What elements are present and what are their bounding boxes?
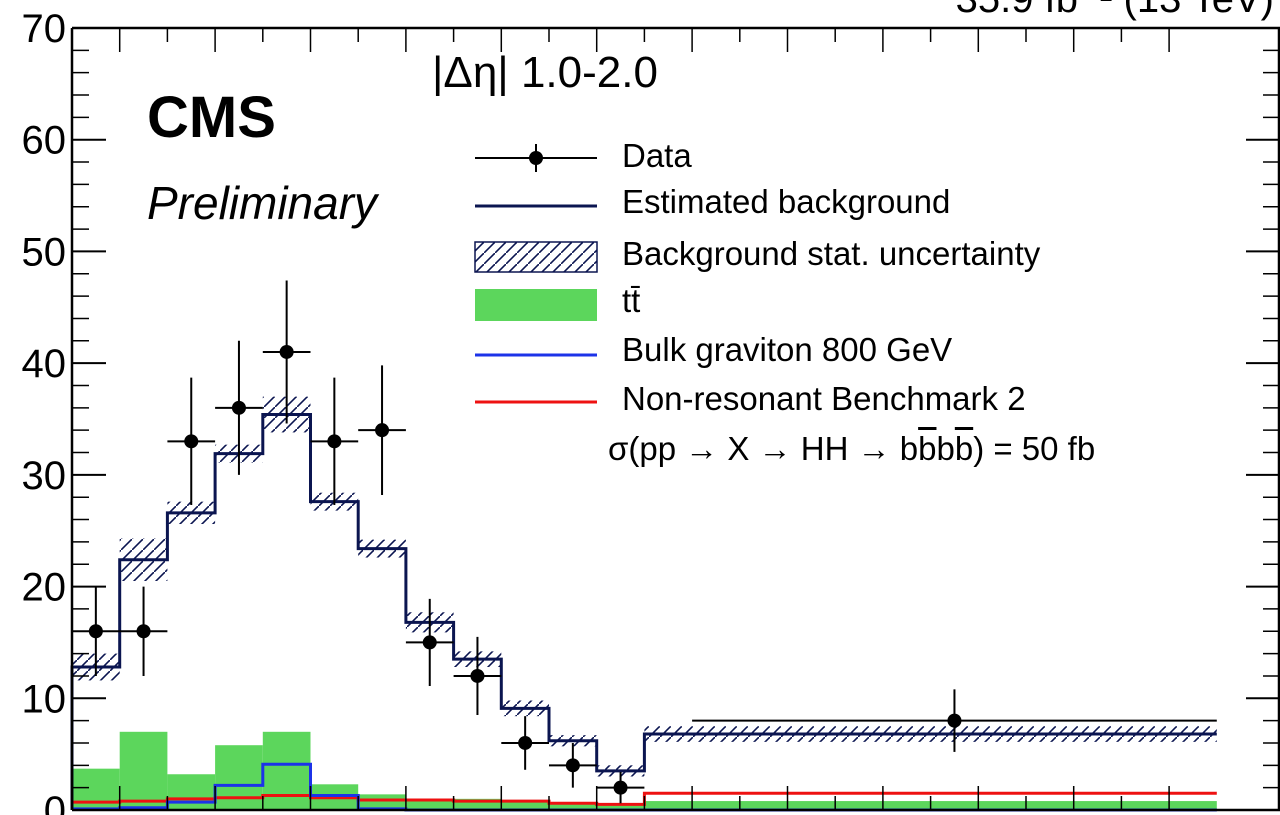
y-tick-label: 0 [44, 789, 66, 815]
data-point [279, 344, 294, 359]
legend-label-ttbar: tt̄ [622, 282, 641, 319]
legend-label-background: Estimated background [622, 183, 951, 220]
data-point [565, 758, 580, 773]
legend-label-uncertainty: Background stat. uncertainty [622, 235, 1041, 272]
luminosity-label: 35.9 fb⁻¹ (13 TeV) [956, 0, 1274, 22]
ttbar-bar [358, 794, 406, 810]
data-points-layer [72, 280, 1217, 804]
y-tick-label: 70 [22, 7, 67, 51]
data-point [136, 624, 151, 639]
legend-symbols [474, 144, 598, 404]
y-tick-label: 20 [22, 566, 67, 610]
ttbar-bar [405, 798, 454, 810]
legend-data-marker [529, 151, 543, 165]
data-point [375, 423, 390, 438]
legend-uncertainty-swatch [474, 241, 598, 273]
data-point [231, 400, 246, 415]
background-step-line [70, 413, 1217, 810]
ttbar-bar [167, 774, 216, 810]
legend-label-data: Data [622, 137, 692, 174]
data-point [518, 735, 533, 750]
ttbar-bar [215, 745, 263, 810]
axes-layer: 0 10 20 30 40 50 60 70 [22, 7, 1280, 815]
ttbar-bar [644, 801, 693, 810]
ttbar-bar [596, 805, 645, 810]
data-point [947, 713, 962, 728]
ttbar-bar [453, 798, 502, 810]
ttbar-bar [692, 801, 1217, 810]
data-point [327, 434, 342, 449]
legend-label-nonresonant: Non-resonant Benchmark 2 [622, 380, 1026, 417]
y-tick-label: 10 [22, 677, 67, 721]
data-point [613, 780, 628, 795]
experiment-label: CMS [147, 85, 276, 150]
y-tick-label: 40 [22, 342, 67, 386]
region-label: |Δη| 1.0-2.0 [432, 48, 658, 97]
y-tick-label: 60 [22, 119, 67, 163]
data-point [88, 624, 103, 639]
data-point [184, 434, 199, 449]
legend-cross-section: σ(pp → X → HH → bbbb) = 50 fb [608, 430, 1096, 467]
data-point [470, 668, 485, 683]
legend-ttbar-swatch [475, 289, 597, 321]
ttbar-bar [72, 768, 120, 810]
ttbar-bar [501, 799, 549, 810]
status-label: Preliminary [147, 177, 378, 229]
ttbar-bar [119, 731, 168, 810]
y-tick-label: 30 [22, 454, 67, 498]
y-tick-label: 50 [22, 230, 67, 274]
data-point [422, 635, 437, 650]
legend-label-graviton: Bulk graviton 800 GeV [622, 331, 953, 368]
ttbar-bar [262, 731, 311, 810]
ttbar-bar [549, 803, 597, 810]
